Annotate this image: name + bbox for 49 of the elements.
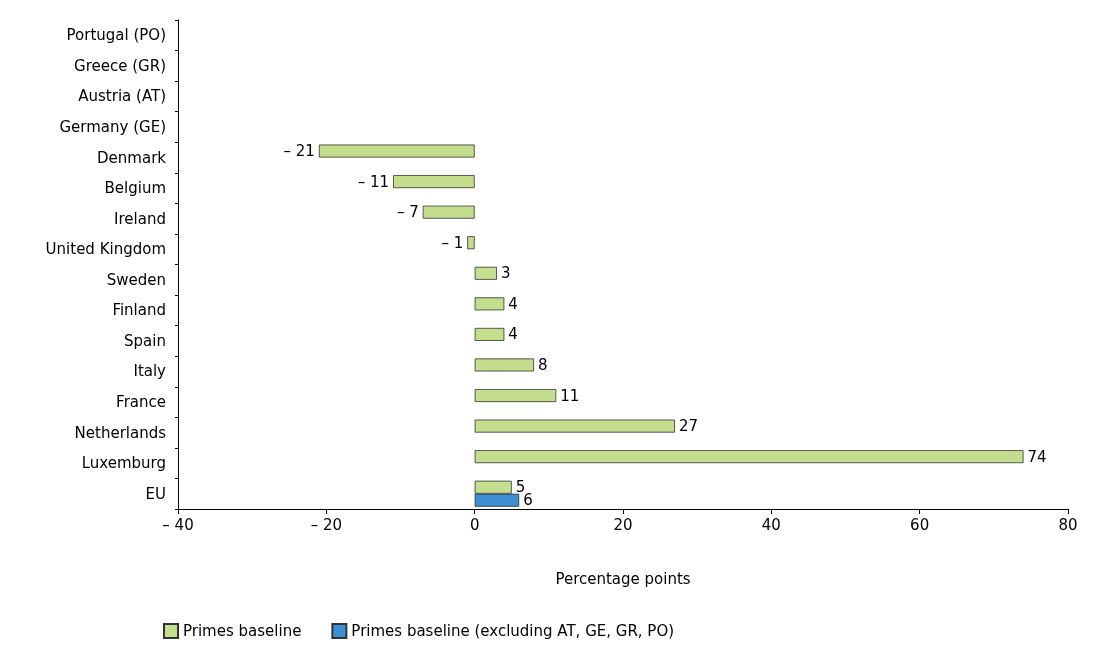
x-tick-label: 40 [761,515,781,534]
bar [474,297,505,311]
x-tick-label: – 40 [162,515,194,534]
y-tick-label: Germany (GE) [59,117,166,136]
y-tick-label: Spain [124,331,166,350]
bar [318,144,475,158]
y-tick-label: France [116,393,166,412]
y-tick-label: Portugal (PO) [66,26,166,45]
legend-label: Primes baseline (excluding AT, GE, GR, PO) [351,622,675,640]
y-tick-label: Greece (GR) [74,56,166,75]
data-label: 27 [678,417,699,436]
bar [474,389,557,403]
y-tick-label: Luxemburg [81,454,166,473]
y-tick-label: Italy [133,362,167,381]
data-label: 4 [508,325,518,344]
bar [474,358,534,372]
x-tick-label: – 20 [310,515,343,534]
data-label: – 1 [441,233,464,252]
y-tick-label: United Kingdom [45,240,166,259]
y-tick-label: Austria (AT) [78,87,166,106]
data-label: 3 [500,264,511,283]
y-tick-label: EU [145,484,166,503]
bar [474,450,1024,464]
x-tick-label: 20 [613,515,633,534]
bar [422,205,475,219]
bar [474,327,505,341]
x-tick-label: 0 [469,515,480,534]
data-label: – 7 [396,203,419,222]
x-tick-label: 60 [910,515,930,534]
data-label: – 21 [283,142,315,161]
x-tick-label: 80 [1058,515,1078,534]
data-label: 6 [523,491,533,510]
y-tick-label: Sweden [106,270,166,289]
legend-label: Primes baseline [183,622,302,640]
y-tick-label: Ireland [114,209,166,228]
bar [393,175,475,189]
y-tick-label: Finland [112,301,166,320]
bar [474,419,675,433]
data-label: 4 [508,294,518,313]
data-label: – 11 [357,172,390,191]
data-label: 11 [560,386,580,405]
y-tick-label: Netherlands [74,423,167,442]
data-label: 8 [538,355,548,374]
y-tick-label: Belgium [104,179,166,198]
y-tick-label: Denmark [97,148,167,167]
x-axis-title: Percentage points [555,569,691,588]
bar [467,236,475,250]
data-label: 74 [1027,447,1047,466]
bar [474,266,497,280]
